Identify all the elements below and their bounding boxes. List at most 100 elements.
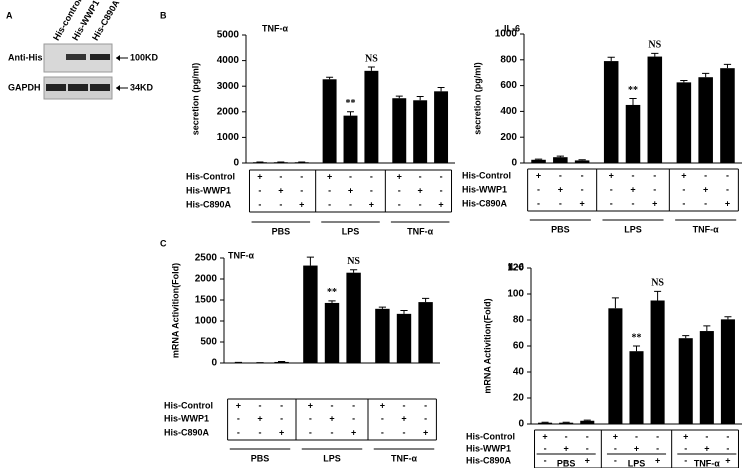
error-bar (702, 72, 710, 78)
treatment-sign: - (565, 455, 568, 465)
treatment-sign: + (683, 431, 688, 441)
y-tick-label: 2500 (195, 253, 218, 264)
treatment-sign: - (632, 198, 635, 208)
treatment-sign: - (352, 400, 355, 410)
treatment-sign: - (381, 427, 384, 437)
chart-title: TNF-α (228, 250, 254, 260)
error-bar (556, 155, 564, 158)
treatment-label: His-Control (466, 431, 515, 441)
treatment-sign: - (656, 443, 659, 453)
annotation: ** (628, 85, 638, 96)
treatment-sign: - (684, 443, 687, 453)
treatment-sign: - (653, 184, 656, 194)
treatment-sign: + (564, 443, 569, 453)
treatment-sign: + (397, 171, 402, 181)
treatment-sign: + (423, 427, 428, 437)
treatment-sign: - (537, 184, 540, 194)
treatment-sign: + (351, 427, 356, 437)
error-bar (611, 297, 619, 309)
treatment-sign: + (558, 184, 563, 194)
treatment-sign: - (258, 185, 261, 195)
treatment-sign: - (565, 431, 568, 441)
treatment-sign: - (559, 170, 562, 180)
treatment-sign: + (418, 185, 423, 195)
treatment-sign: - (704, 198, 707, 208)
arrow-head (116, 85, 120, 91)
annotation: NS (651, 278, 664, 289)
treatment-sign: + (681, 170, 686, 180)
bar (392, 98, 407, 163)
y-tick-label: 1500 (195, 295, 218, 306)
treatment-label: His-WWP1 (462, 184, 507, 194)
bar (553, 157, 568, 163)
bar (375, 308, 390, 363)
treatment-sign: - (370, 171, 373, 181)
group-label: LPS (624, 224, 642, 234)
error-bar (583, 419, 591, 421)
error-bar (607, 56, 615, 62)
error-bar (534, 158, 543, 160)
treatment-sign: + (308, 400, 313, 410)
error-bar (347, 111, 354, 116)
treatment-sign: + (438, 199, 443, 209)
chart: IL-6 mRNA Activition(Fold) 0 20 40 60 80 100 120… (466, 261, 742, 468)
bar (647, 56, 663, 164)
treatment-sign: - (300, 185, 303, 195)
treatment-sign: - (614, 443, 617, 453)
treatment-sign: - (586, 443, 589, 453)
bar (303, 265, 318, 363)
treatment-sign: - (682, 184, 685, 194)
treatment-label: His-WWP1 (186, 185, 231, 195)
group-label: TNF-α (391, 453, 417, 463)
error-bar (422, 297, 430, 303)
treatment-sign: + (380, 400, 385, 410)
chart: IL-6 secretion (pg/ml) 0 200 400 600 800 1000 **… (462, 23, 742, 234)
treatment-sign: - (419, 199, 422, 209)
annotation: NS (347, 256, 360, 267)
y-tick-label: 60 (513, 341, 525, 352)
error-bar (680, 79, 688, 83)
treatment-sign: - (726, 443, 729, 453)
treatment-sign: - (237, 427, 240, 437)
treatment-sign: - (349, 171, 352, 181)
group-label: LPS (323, 453, 341, 463)
bar (650, 300, 665, 424)
treatment-sign: - (403, 427, 406, 437)
treatment-sign: + (655, 455, 660, 465)
treatment-sign: - (559, 198, 562, 208)
y-tick-label: 800 (500, 54, 517, 65)
treatment-sign: + (609, 170, 614, 180)
treatment-sign: + (703, 184, 708, 194)
group-label: TNF-α (694, 458, 720, 468)
chart-title: IL-6 (508, 261, 524, 271)
group-label: PBS (251, 453, 270, 463)
error-bar (378, 306, 386, 309)
error-bar (416, 95, 424, 101)
treatment-sign: - (581, 170, 584, 180)
treatment-sign: - (440, 171, 443, 181)
treatment-sign: - (331, 427, 334, 437)
bar (322, 79, 337, 163)
treatment-sign: - (544, 455, 547, 465)
treatment-sign: + (369, 199, 374, 209)
y-tick-label: 0 (211, 358, 217, 369)
y-tick-label: 0 (511, 158, 517, 169)
chart-title: TNF-α (262, 23, 288, 33)
treatment-sign: - (440, 185, 443, 195)
bar (294, 162, 309, 163)
y-tick-label: 20 (513, 393, 525, 404)
treatment-sign: - (726, 431, 729, 441)
bar (559, 422, 574, 424)
annotation: ** (632, 332, 642, 343)
blot-row-label: Anti-His (8, 52, 43, 62)
treatment-sign: - (352, 413, 355, 423)
bar (574, 160, 590, 163)
error-bar (723, 63, 732, 69)
treatment-sign: - (581, 184, 584, 194)
treatment-sign: + (329, 413, 334, 423)
treatment-sign: - (398, 185, 401, 195)
treatment-sign: - (653, 170, 656, 180)
bar (538, 422, 553, 424)
y-tick-label: 600 (500, 80, 517, 91)
